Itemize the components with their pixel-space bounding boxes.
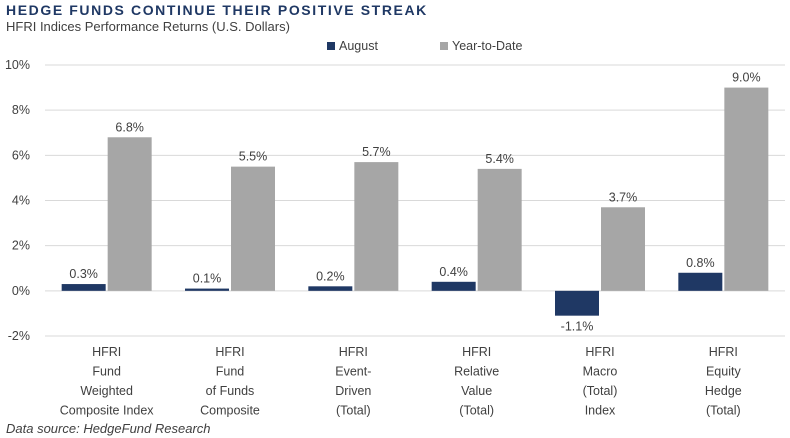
bar: [107, 137, 152, 291]
y-tick-label: 8%: [12, 103, 30, 117]
bar: [185, 288, 229, 291]
x-category-label: of Funds: [206, 384, 255, 398]
x-category-label: HFRI: [339, 345, 368, 359]
y-tick-label: 10%: [5, 58, 30, 72]
legend-label: August: [339, 39, 378, 53]
data-label: 0.4%: [439, 265, 468, 279]
x-category-label: HFRI: [215, 345, 244, 359]
bar: [601, 207, 645, 291]
legend-swatch: [327, 42, 335, 50]
y-tick-label: 4%: [12, 194, 30, 208]
x-category-label: Composite Index: [60, 404, 155, 418]
y-tick-label: 2%: [12, 239, 30, 253]
x-category-label: (Total): [336, 404, 371, 418]
x-category-label: (Total): [706, 404, 741, 418]
x-category-label: Hedge: [705, 384, 742, 398]
y-tick-label: -2%: [8, 329, 30, 343]
bar: [431, 281, 476, 291]
data-label: -1.1%: [561, 320, 594, 334]
data-label: 0.2%: [316, 269, 345, 283]
x-category-label: (Total): [583, 384, 618, 398]
x-category-label: Composite: [200, 404, 260, 418]
x-category-label: Index: [585, 404, 616, 418]
data-label: 5.4%: [485, 152, 514, 166]
x-category-label: Weighted: [80, 384, 133, 398]
y-tick-label: 6%: [12, 148, 30, 162]
bar: [477, 168, 522, 291]
x-category-label: Fund: [216, 365, 245, 379]
x-category-label: HFRI: [709, 345, 738, 359]
legend-swatch: [440, 42, 448, 50]
bar: [61, 284, 106, 291]
x-category-label: Relative: [454, 365, 499, 379]
x-category-label: Macro: [583, 365, 618, 379]
bar: [231, 166, 275, 291]
bar: [678, 272, 723, 291]
bar: [308, 286, 353, 291]
x-category-label: Fund: [92, 365, 121, 379]
data-label: 5.5%: [239, 150, 268, 164]
x-category-label: Equity: [706, 365, 741, 379]
y-tick-label: 0%: [12, 284, 30, 298]
data-label: 6.8%: [115, 120, 144, 134]
legend-label: Year-to-Date: [452, 39, 522, 53]
data-label: 3.7%: [609, 190, 638, 204]
bar: [724, 87, 769, 291]
x-category-label: HFRI: [92, 345, 121, 359]
chart-subtitle: HFRI Indices Performance Returns (U.S. D…: [6, 19, 290, 34]
data-label: 5.7%: [362, 145, 391, 159]
data-label: 0.1%: [193, 272, 222, 286]
x-category-label: Event-: [335, 365, 371, 379]
data-label: 0.8%: [686, 256, 715, 270]
bar: [354, 162, 399, 291]
bar: [555, 290, 599, 316]
data-source-note: Data source: HedgeFund Research: [6, 421, 211, 436]
chart-title: HEDGE FUNDS CONTINUE THEIR POSITIVE STRE…: [6, 2, 428, 18]
data-label: 9.0%: [732, 71, 761, 85]
x-category-label: HFRI: [585, 345, 614, 359]
x-category-label: (Total): [459, 404, 494, 418]
x-category-label: HFRI: [462, 345, 491, 359]
x-category-label: Value: [461, 384, 492, 398]
x-category-label: Driven: [335, 384, 371, 398]
data-label: 0.3%: [69, 267, 98, 281]
